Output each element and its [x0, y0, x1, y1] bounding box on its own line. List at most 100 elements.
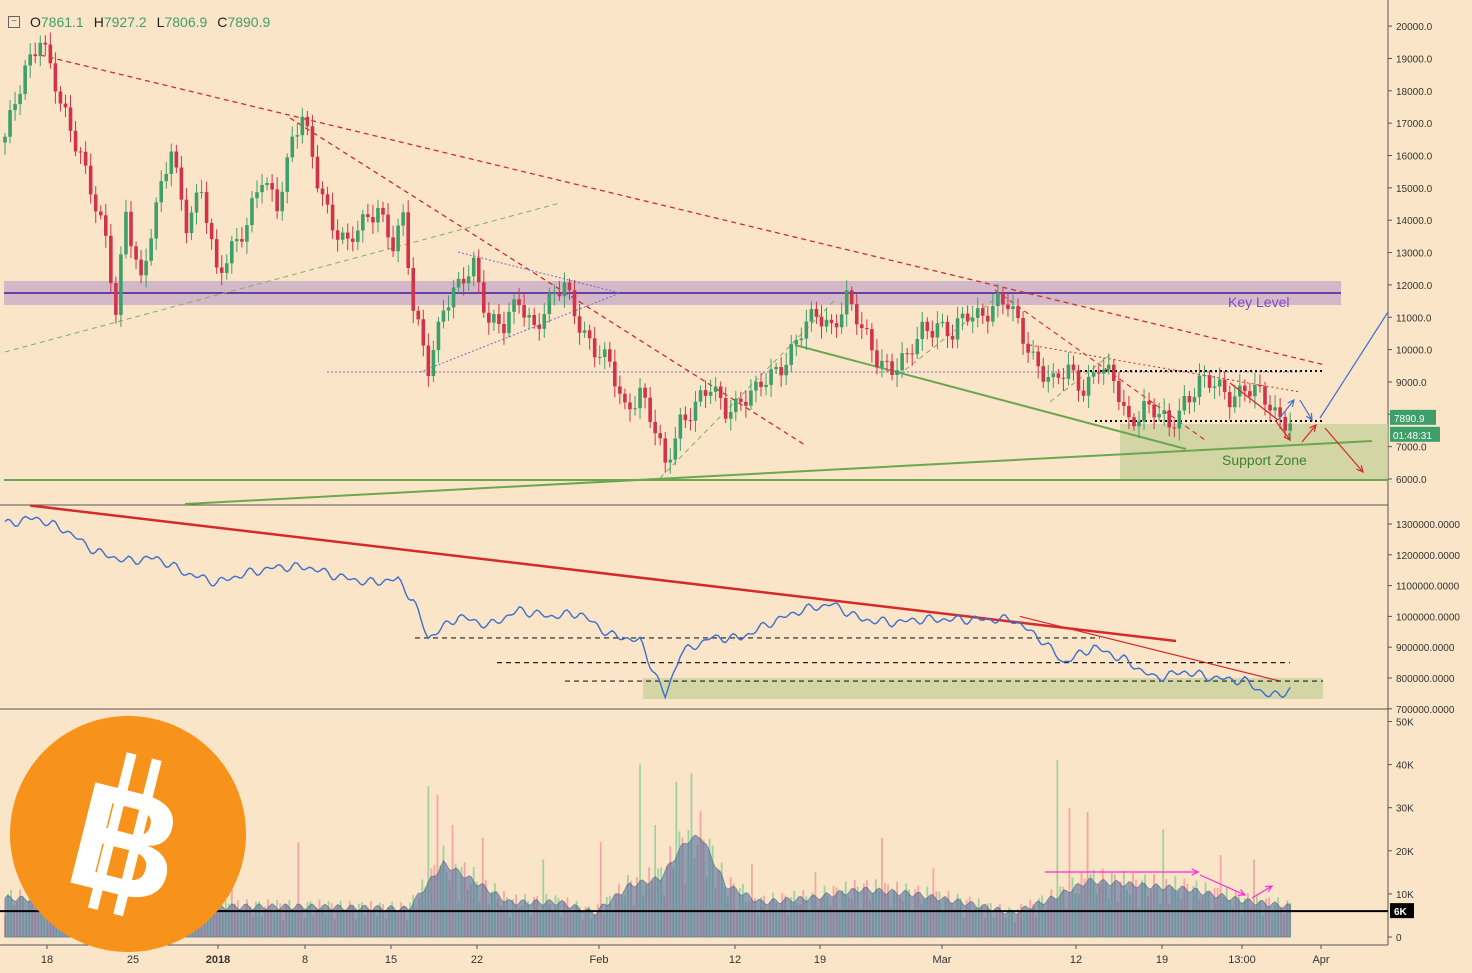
- obv-axis-label: 1100000.0000: [1396, 582, 1460, 593]
- price-axis-label: 12000.0: [1396, 281, 1433, 292]
- volume-arrow-head: [1237, 889, 1247, 896]
- time-axis-label: 25: [127, 954, 139, 966]
- candle-body: [48, 44, 53, 64]
- candle-body: [184, 199, 189, 234]
- projection-arrows: [1229, 311, 1389, 474]
- candle-body: [305, 116, 310, 127]
- time-axis: 18 25 2018 8 15 22 Feb 12 19 Mar 12 19 13:00 Apr: [41, 945, 1330, 966]
- obv-axis-label: 800000.0000: [1396, 674, 1455, 685]
- candle-body: [1001, 292, 1005, 305]
- collapse-legend-icon[interactable]: −: [8, 16, 20, 28]
- volume-bar: [1253, 859, 1255, 937]
- candle-body: [1076, 370, 1081, 391]
- candle-body: [744, 401, 748, 406]
- candle-body: [275, 189, 279, 212]
- time-axis-label: Feb: [590, 954, 609, 966]
- candle-body: [739, 398, 743, 402]
- candle-body: [567, 282, 572, 291]
- dashed-support-line: [4, 202, 561, 353]
- candle-body: [295, 135, 300, 137]
- volume-bar: [542, 859, 545, 937]
- candle-body: [300, 116, 305, 136]
- time-axis-label: 22: [471, 954, 483, 966]
- projection-arrow-breakdown-head: [1356, 465, 1364, 474]
- candle-body: [683, 414, 688, 421]
- candle-body: [88, 165, 93, 195]
- time-axis-label: 19: [814, 954, 826, 966]
- support-trendline: [184, 440, 1373, 505]
- candle-body: [391, 237, 395, 252]
- candle-body: [819, 316, 824, 327]
- candle-body: [1162, 410, 1166, 415]
- candle-body: [431, 350, 436, 377]
- candle-body: [799, 338, 804, 341]
- volume-bar: [639, 764, 641, 937]
- candle-body: [1172, 427, 1177, 429]
- time-axis-label: 12: [729, 954, 741, 966]
- candle-body: [1061, 377, 1066, 379]
- candle-body: [1117, 381, 1121, 402]
- candle-body: [492, 314, 496, 323]
- candle-body: [809, 308, 814, 322]
- candle-body: [204, 192, 209, 224]
- candle-body: [1071, 364, 1076, 371]
- candle-body: [718, 386, 723, 398]
- price-axis: 6000.07000.08000.09000.010000.011000.012…: [1388, 22, 1440, 486]
- candle-body: [905, 353, 909, 355]
- candle-body: [83, 151, 88, 166]
- candle-body: [970, 317, 975, 322]
- candle-body: [280, 191, 284, 212]
- candle-body: [396, 225, 400, 252]
- candle-body: [703, 390, 708, 396]
- candle-body: [991, 306, 995, 322]
- candle-body: [38, 42, 43, 57]
- candle-body: [350, 238, 355, 242]
- candle-body: [134, 246, 138, 260]
- candle-body: [1142, 400, 1146, 422]
- candle-body: [73, 130, 78, 152]
- candle-body: [935, 323, 940, 338]
- time-axis-label: Mar: [933, 954, 952, 966]
- candle-body: [451, 287, 456, 308]
- candle-body: [930, 331, 935, 338]
- candle-body: [754, 381, 758, 391]
- candle-body: [1258, 384, 1262, 387]
- short-resistance: [1229, 382, 1279, 421]
- candle-body: [910, 353, 914, 355]
- candle-body: [381, 207, 385, 215]
- candle-body: [13, 104, 17, 111]
- candle-body: [109, 235, 113, 284]
- candle-body: [996, 292, 1000, 307]
- candle-body: [512, 299, 516, 312]
- candle-body: [406, 212, 410, 268]
- candle-body: [613, 361, 617, 387]
- candle-body: [502, 323, 506, 334]
- price-axis-label: 17000.0: [1396, 119, 1433, 130]
- candle-body: [875, 350, 879, 368]
- candle-body: [698, 390, 703, 402]
- candle-body: [335, 230, 340, 240]
- candle-body: [1253, 384, 1257, 397]
- candle-body: [325, 194, 330, 205]
- candle-body: [255, 192, 259, 199]
- candle-body: [965, 313, 970, 322]
- candle-body: [93, 194, 98, 212]
- volume-axis-label: 40K: [1396, 761, 1414, 772]
- ohlc-open: O7861.1: [30, 14, 84, 30]
- time-axis-label: 19: [1156, 954, 1168, 966]
- candle-body: [174, 151, 179, 168]
- candle-body: [310, 126, 315, 157]
- candle-body: [497, 314, 501, 324]
- candle-body: [1243, 385, 1247, 392]
- volume-bar: [427, 786, 430, 937]
- candle-body: [829, 319, 834, 324]
- candle-body: [487, 312, 491, 323]
- candle-body: [920, 321, 925, 339]
- candle-body: [139, 259, 143, 276]
- candle-body: [1096, 372, 1101, 374]
- candle-body: [749, 390, 753, 406]
- dashed-support-line: [904, 294, 1001, 371]
